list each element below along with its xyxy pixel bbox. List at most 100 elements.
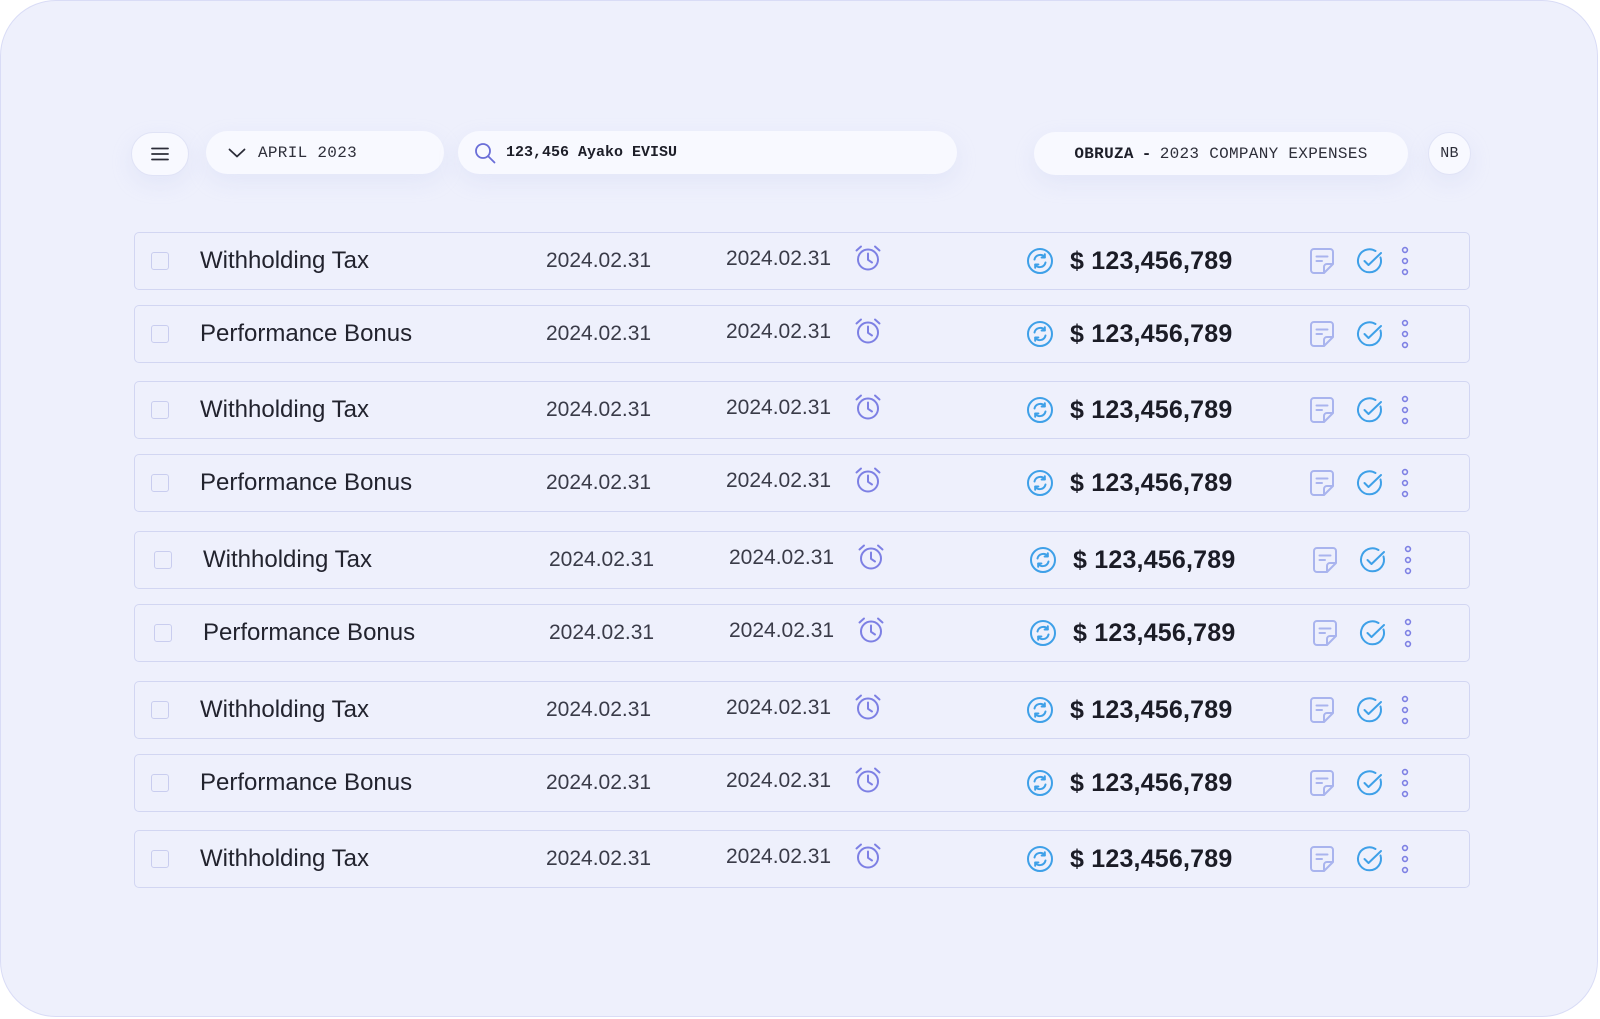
search-input[interactable] (506, 144, 926, 161)
alarm-clock-icon[interactable] (853, 828, 883, 884)
expense-date-start: 2024.02.31 (549, 621, 655, 644)
note-icon[interactable] (1308, 831, 1336, 887)
note-icon[interactable] (1311, 605, 1339, 661)
title-brand: OBRUZA (1074, 144, 1134, 163)
expense-amount: $ 123,456,789 (1073, 545, 1236, 574)
note-icon[interactable] (1308, 455, 1336, 511)
alarm-clock-icon[interactable] (853, 452, 883, 508)
expense-name: Withholding Tax (200, 396, 369, 423)
sync-icon[interactable] (1025, 233, 1055, 289)
alarm-clock-icon[interactable] (853, 679, 883, 735)
title-separator: - (1141, 144, 1152, 163)
alarm-clock-icon[interactable] (853, 752, 883, 808)
note-icon[interactable] (1308, 233, 1336, 289)
more-vertical-icon[interactable] (1400, 532, 1416, 588)
expense-row[interactable]: Performance Bonus 2024.02.31 2024.02.31 (134, 754, 1470, 812)
expense-amount: $ 123,456,789 (1070, 695, 1233, 724)
expense-date-start: 2024.02.31 (546, 249, 652, 272)
expense-name: Performance Bonus (203, 619, 416, 646)
sync-icon[interactable] (1025, 455, 1055, 511)
check-circle-icon[interactable] (1355, 831, 1385, 887)
expense-amount: $ 123,456,789 (1070, 246, 1233, 275)
more-vertical-icon[interactable] (1397, 455, 1413, 511)
check-circle-icon[interactable] (1355, 755, 1385, 811)
expense-row[interactable]: Performance Bonus 2024.02.31 2024.02.31 (134, 305, 1470, 363)
more-vertical-icon[interactable] (1397, 755, 1413, 811)
menu-button[interactable] (131, 132, 189, 176)
more-vertical-icon[interactable] (1397, 233, 1413, 289)
check-circle-icon[interactable] (1358, 532, 1388, 588)
row-checkbox[interactable] (154, 624, 172, 642)
expense-amount: $ 123,456,789 (1070, 395, 1233, 424)
check-circle-icon[interactable] (1355, 382, 1385, 438)
more-vertical-icon[interactable] (1397, 682, 1413, 738)
check-circle-icon[interactable] (1358, 605, 1388, 661)
more-vertical-icon[interactable] (1397, 306, 1413, 362)
row-checkbox[interactable] (151, 701, 169, 719)
alarm-clock-icon[interactable] (853, 379, 883, 435)
note-icon[interactable] (1308, 382, 1336, 438)
note-icon[interactable] (1308, 682, 1336, 738)
row-checkbox[interactable] (151, 401, 169, 419)
check-circle-icon[interactable] (1355, 455, 1385, 511)
expense-date-due: 2024.02.31 (729, 546, 835, 569)
note-icon[interactable] (1308, 755, 1336, 811)
expense-row[interactable]: Withholding Tax 2024.02.31 2024.02.31 (134, 381, 1470, 439)
sync-icon[interactable] (1028, 605, 1058, 661)
alarm-clock-icon[interactable] (853, 303, 883, 359)
check-circle-icon[interactable] (1355, 682, 1385, 738)
expense-row[interactable]: Withholding Tax 2024.02.31 2024.02.31 (134, 681, 1470, 739)
alarm-clock-icon[interactable] (853, 230, 883, 286)
expense-row[interactable]: Performance Bonus 2024.02.31 2024.02.31 (134, 604, 1470, 662)
expense-row[interactable]: Performance Bonus 2024.02.31 2024.02.31 (134, 454, 1470, 512)
search-box[interactable] (458, 131, 957, 174)
row-checkbox[interactable] (154, 551, 172, 569)
expense-row[interactable]: Withholding Tax 2024.02.31 2024.02.31 (134, 531, 1470, 589)
expense-date-due: 2024.02.31 (726, 247, 832, 270)
expense-row[interactable]: Withholding Tax 2024.02.31 2024.02.31 (134, 232, 1470, 290)
more-vertical-icon[interactable] (1397, 382, 1413, 438)
row-checkbox[interactable] (151, 252, 169, 270)
alarm-clock-icon[interactable] (856, 529, 886, 585)
sync-icon[interactable] (1025, 831, 1055, 887)
sync-icon[interactable] (1025, 755, 1055, 811)
expense-row[interactable]: Withholding Tax 2024.02.31 2024.02.31 (134, 830, 1470, 888)
sync-icon[interactable] (1025, 682, 1055, 738)
more-vertical-icon[interactable] (1400, 605, 1416, 661)
expense-date-start: 2024.02.31 (546, 398, 652, 421)
expense-date-due: 2024.02.31 (729, 619, 835, 642)
title-rest: 2023 COMPANY EXPENSES (1159, 144, 1368, 163)
expense-amount: $ 123,456,789 (1070, 319, 1233, 348)
expense-name: Withholding Tax (200, 696, 369, 723)
expense-date-start: 2024.02.31 (546, 698, 652, 721)
sync-icon[interactable] (1025, 382, 1055, 438)
row-checkbox[interactable] (151, 474, 169, 492)
month-label: APRIL 2023 (258, 143, 358, 162)
expense-date-due: 2024.02.31 (726, 320, 832, 343)
search-icon (474, 142, 496, 164)
note-icon[interactable] (1308, 306, 1336, 362)
expense-date-start: 2024.02.31 (546, 847, 652, 870)
check-circle-icon[interactable] (1355, 306, 1385, 362)
check-circle-icon[interactable] (1355, 233, 1385, 289)
avatar-initials: NB (1440, 145, 1459, 162)
alarm-clock-icon[interactable] (856, 602, 886, 658)
sync-icon[interactable] (1028, 532, 1058, 588)
more-vertical-icon[interactable] (1397, 831, 1413, 887)
sync-icon[interactable] (1025, 306, 1055, 362)
note-icon[interactable] (1311, 532, 1339, 588)
row-checkbox[interactable] (151, 774, 169, 792)
hamburger-icon (151, 147, 169, 161)
expense-amount: $ 123,456,789 (1070, 768, 1233, 797)
expense-date-start: 2024.02.31 (546, 322, 652, 345)
expense-name: Performance Bonus (200, 469, 413, 496)
row-checkbox[interactable] (151, 850, 169, 868)
row-checkbox[interactable] (151, 325, 169, 343)
expense-amount: $ 123,456,789 (1070, 844, 1233, 873)
avatar[interactable]: NB (1428, 132, 1471, 175)
expense-name: Performance Bonus (200, 320, 413, 347)
month-selector[interactable]: APRIL 2023 (206, 131, 444, 174)
expense-name: Withholding Tax (203, 546, 372, 573)
